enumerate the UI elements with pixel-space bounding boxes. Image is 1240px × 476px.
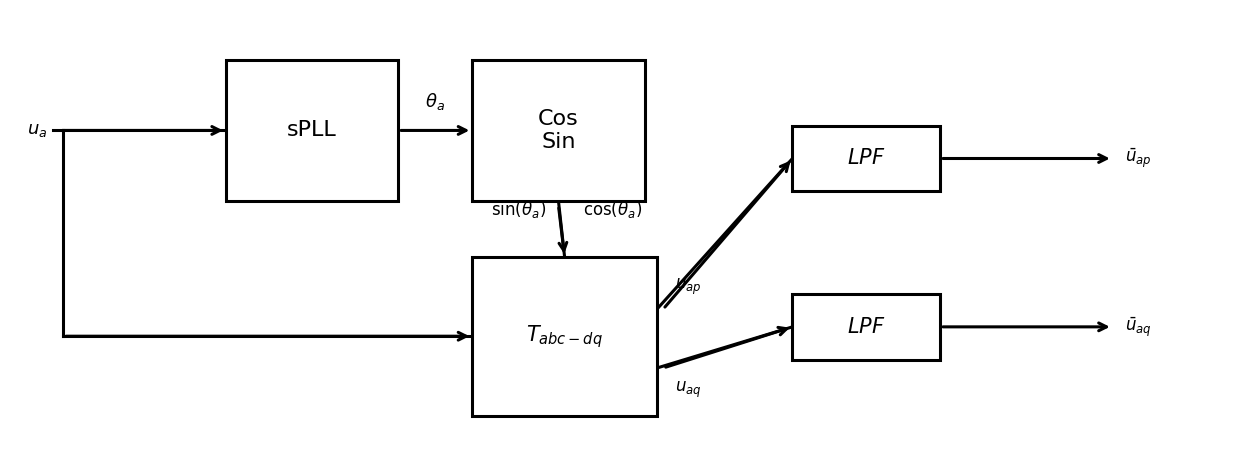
- Text: $T_{abc-dq}$: $T_{abc-dq}$: [526, 323, 603, 349]
- Text: $\bar{u}_{ap}$: $\bar{u}_{ap}$: [1125, 147, 1152, 170]
- Text: $u_{ap}$: $u_{ap}$: [676, 278, 702, 298]
- FancyBboxPatch shape: [792, 126, 940, 191]
- FancyBboxPatch shape: [792, 294, 940, 359]
- Text: $u_{aq}$: $u_{aq}$: [676, 380, 702, 400]
- Text: $\bar{u}_{aq}$: $\bar{u}_{aq}$: [1125, 315, 1152, 339]
- FancyBboxPatch shape: [472, 257, 657, 416]
- Text: Cos
Sin: Cos Sin: [538, 109, 579, 152]
- FancyBboxPatch shape: [226, 60, 398, 200]
- Text: $\theta_a$: $\theta_a$: [425, 91, 445, 112]
- FancyBboxPatch shape: [472, 60, 645, 200]
- Text: $LPF$: $LPF$: [847, 149, 885, 169]
- Text: sPLL: sPLL: [288, 120, 337, 140]
- Text: $\sin(\theta_a)$: $\sin(\theta_a)$: [491, 199, 546, 220]
- Text: $LPF$: $LPF$: [847, 317, 885, 337]
- Text: $u_a$: $u_a$: [27, 121, 47, 139]
- Text: $\cos(\theta_a)$: $\cos(\theta_a)$: [583, 199, 642, 220]
